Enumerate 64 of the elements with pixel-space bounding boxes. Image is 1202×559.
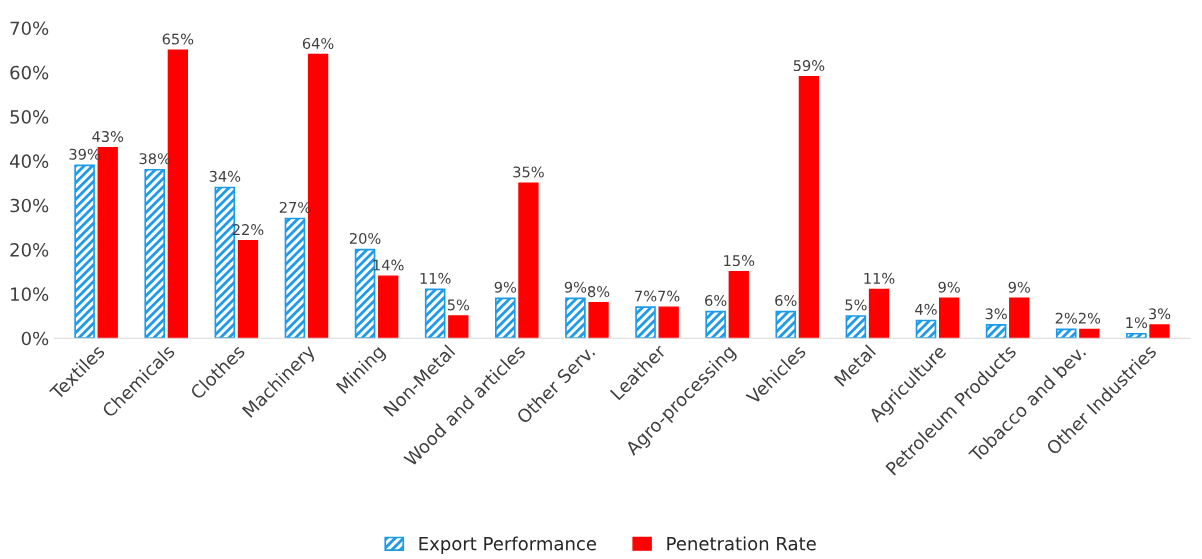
bar: [1126, 332, 1147, 339]
bar: [938, 297, 960, 339]
data-label: 9%: [938, 281, 960, 293]
y-tick-label: 60%: [10, 65, 49, 80]
bar: [448, 315, 469, 339]
data-label: 59%: [793, 60, 825, 72]
data-label: 2%: [1055, 312, 1077, 324]
bar: [378, 275, 399, 339]
bar: [494, 297, 516, 339]
bar: [284, 217, 306, 339]
data-label: 65%: [162, 33, 194, 45]
y-tick-label: 20%: [10, 243, 49, 257]
data-label: 9%: [494, 281, 517, 293]
bar: [1079, 328, 1100, 339]
bar: [1149, 324, 1170, 339]
bar: [728, 271, 749, 339]
data-label: 3%: [985, 308, 1007, 320]
data-label: 64%: [302, 37, 334, 49]
bar: [775, 310, 797, 339]
data-label: 11%: [420, 272, 451, 284]
data-label: 1%: [1126, 317, 1148, 329]
bar: [144, 168, 166, 339]
legend-label: Export Performance: [419, 536, 597, 554]
bar: [74, 164, 95, 339]
data-label: 11%: [864, 272, 895, 284]
data-label: 34%: [209, 170, 241, 182]
data-label: 6%: [705, 294, 727, 306]
bar: [915, 319, 937, 339]
data-label: 3%: [1149, 308, 1171, 320]
data-label: 2%: [1078, 312, 1101, 324]
bar: [518, 182, 539, 339]
bar: [588, 302, 609, 339]
bar: [237, 239, 259, 339]
y-tick-label: 10%: [11, 287, 49, 301]
data-label: 4%: [915, 303, 937, 315]
bar: [565, 297, 586, 339]
data-label: 20%: [349, 232, 381, 244]
bar: [635, 306, 656, 339]
data-label: 15%: [724, 255, 755, 267]
y-tick-label: 40%: [9, 154, 49, 169]
y-tick-label: 0%: [21, 331, 49, 346]
data-label: 9%: [1008, 281, 1031, 293]
bar: [1009, 297, 1030, 339]
data-label: 35%: [513, 166, 544, 178]
bar: [845, 315, 867, 339]
y-tick-label: 50%: [10, 110, 49, 124]
data-label: 43%: [92, 130, 124, 143]
bar: [798, 76, 820, 339]
data-label: 8%: [587, 286, 610, 298]
bar: [1055, 328, 1077, 339]
bar: [705, 310, 726, 339]
data-label: 7%: [635, 290, 657, 302]
bar: [985, 324, 1007, 339]
y-tick-label: 70%: [10, 21, 49, 36]
data-label: 9%: [564, 281, 587, 293]
data-label: 7%: [658, 290, 680, 302]
legend-label: Penetration Rate: [667, 536, 816, 551]
data-label: 5%: [845, 299, 867, 311]
bar: [424, 288, 446, 339]
bar: [868, 288, 890, 339]
data-label: 5%: [447, 299, 470, 311]
y-tick-label: 30%: [10, 198, 49, 213]
bar: [658, 306, 679, 339]
data-label: 6%: [775, 294, 797, 306]
